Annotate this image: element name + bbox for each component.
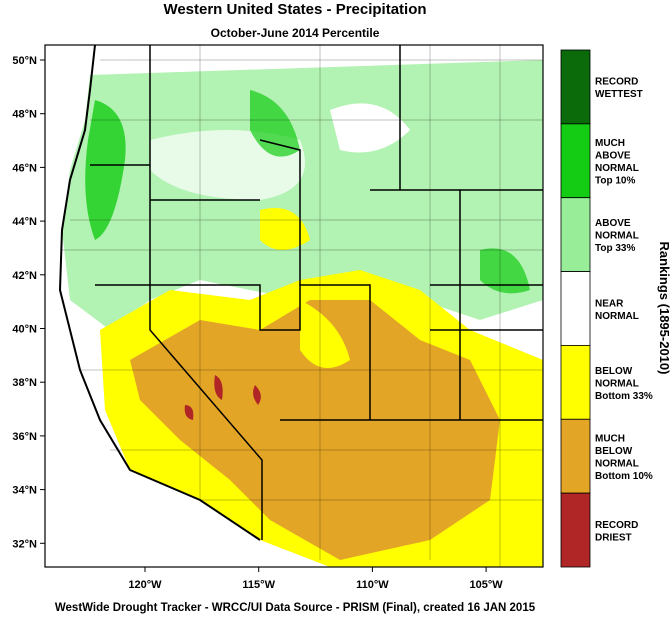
legend-label: ABOVE xyxy=(595,218,631,229)
legend-label: NEAR xyxy=(595,298,624,309)
lat-label: 32°N xyxy=(12,538,37,550)
lat-label: 40°N xyxy=(12,324,37,336)
legend-swatch xyxy=(560,345,591,420)
lat-label: 48°N xyxy=(12,109,37,121)
lat-label: 42°N xyxy=(12,270,37,282)
lon-label: 115°W xyxy=(242,579,275,591)
legend-label: MUCH xyxy=(595,433,625,444)
legend-label: Bottom 33% xyxy=(595,391,653,402)
lat-label: 36°N xyxy=(12,431,37,443)
legend-label: NORMAL xyxy=(595,231,639,242)
legend-label: NORMAL xyxy=(595,458,639,469)
map: 50°N 48°N 46°N 44°N 42°N 40°N 38°N 36°N 34°N 32°N… xyxy=(12,44,544,591)
legend-label: RECORD xyxy=(595,77,638,88)
legend-swatch xyxy=(560,492,591,568)
legend-swatch xyxy=(560,123,591,199)
lon-label: 105°W xyxy=(470,579,504,591)
legend-label: NORMAL xyxy=(595,311,639,322)
legend-swatch xyxy=(560,197,591,272)
legend-swatch xyxy=(560,49,591,125)
legend-swatch xyxy=(560,418,591,494)
lat-label: 50°N xyxy=(12,55,37,67)
lon-label: 120°W xyxy=(128,579,162,591)
legend-label: Top 33% xyxy=(595,243,635,254)
legend-label: NORMAL xyxy=(595,163,639,174)
footer: WestWide Drought Tracker - WRCC/UI Data … xyxy=(55,602,536,614)
legend-title: Rankings (1895-2010) xyxy=(657,242,672,375)
legend-label: ABOVE xyxy=(595,151,631,162)
lat-label: 46°N xyxy=(12,162,37,174)
legend-label: Top 10% xyxy=(595,176,635,187)
legend-swatch xyxy=(560,271,591,346)
legend-label: MUCH xyxy=(595,138,625,149)
lat-label: 44°N xyxy=(12,216,37,228)
title: Western United States - Precipitation xyxy=(163,1,426,18)
legend-label: RECORD xyxy=(595,520,638,531)
lon-label: 110°W xyxy=(356,579,389,591)
legend-label: BELOW xyxy=(595,366,633,377)
legend-label: Bottom 10% xyxy=(595,471,653,482)
legend-label: DRIEST xyxy=(595,532,632,543)
legend-label: NORMAL xyxy=(595,378,639,389)
lat-label: 34°N xyxy=(12,485,37,497)
legend-label: WETTEST xyxy=(595,89,643,100)
lat-label: 38°N xyxy=(12,377,37,389)
legend-label: BELOW xyxy=(595,446,633,457)
subtitle: October-June 2014 Percentile xyxy=(211,26,380,40)
